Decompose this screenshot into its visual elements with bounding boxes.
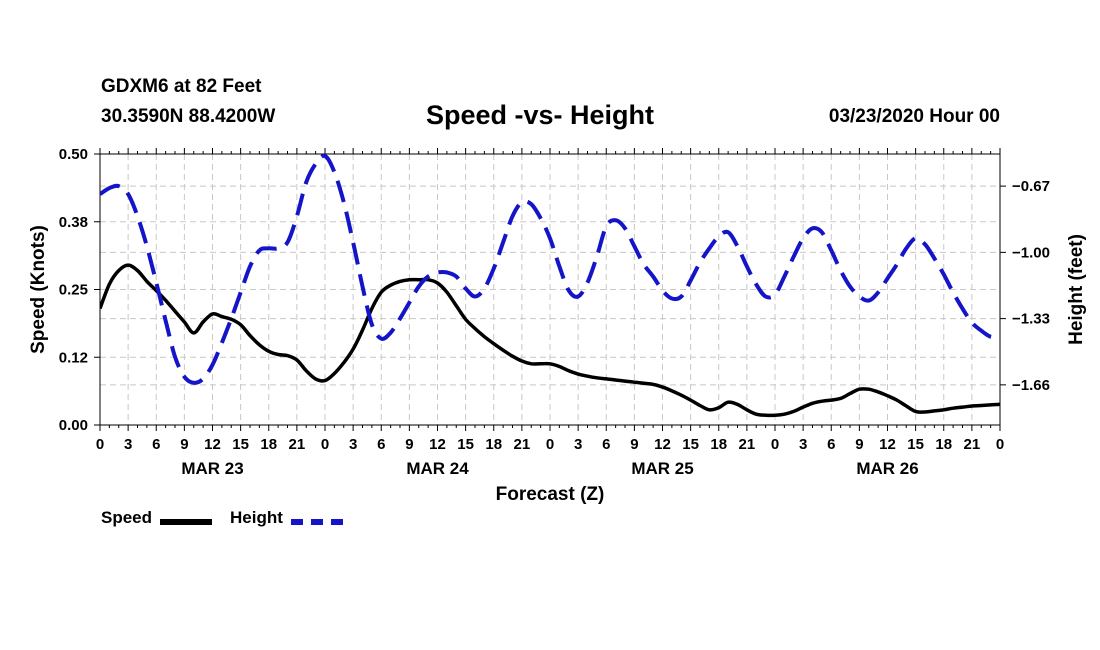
series-line-height (100, 154, 1000, 385)
x-tick-label: 21 (739, 436, 756, 453)
y2-tick-label: −1.66 (1012, 377, 1050, 394)
legend-speed-label: Speed (101, 508, 153, 527)
y2-tick-label: −0.67 (1012, 178, 1050, 195)
x-tick-label: 21 (964, 436, 981, 453)
x-tick-label: 6 (602, 436, 610, 453)
y-axis-title: Speed (Knots) (28, 225, 49, 354)
x-tick-label: 12 (204, 436, 221, 453)
y2-tick-label: −1.33 (1012, 311, 1050, 328)
x-tick-label: 3 (124, 436, 132, 453)
x-tick-label: 15 (907, 436, 924, 453)
x-tick-label: 9 (630, 436, 638, 453)
x-tick-label: 21 (514, 436, 531, 453)
x-tick-label: 0 (771, 436, 779, 453)
x-tick-label: 9 (405, 436, 413, 453)
x-tick-label: 18 (935, 436, 952, 453)
x-tick-label: 0 (546, 436, 554, 453)
y-tick-label: 0.12 (59, 349, 88, 366)
forecast-datetime: 03/23/2020 Hour 00 (828, 106, 1000, 127)
x-tick-label: 12 (654, 436, 671, 453)
x-tick-label: 6 (152, 436, 160, 453)
x-tick-label: 18 (485, 436, 502, 453)
legend-height-swatch (291, 519, 343, 525)
x-tick-label: 15 (232, 436, 249, 453)
date-label: MAR 24 (406, 459, 469, 478)
y-tick-label: 0.25 (59, 282, 88, 299)
x-tick-label: 9 (180, 436, 188, 453)
x-tick-label: 12 (429, 436, 446, 453)
x-tick-label: 15 (682, 436, 699, 453)
y-tick-label: 0.38 (59, 214, 88, 231)
y2-tick-label: −1.00 (1012, 244, 1050, 261)
y2-axis-title: Height (feet) (1066, 234, 1087, 345)
coordinates-label: 30.3590N 88.4200W (101, 106, 276, 127)
x-axis-title: Forecast (Z) (496, 484, 605, 505)
x-tick-label: 6 (377, 436, 385, 453)
x-tick-label: 0 (321, 436, 329, 453)
x-tick-label: 18 (260, 436, 277, 453)
x-tick-label: 3 (574, 436, 582, 453)
x-tick-label: 21 (289, 436, 306, 453)
x-tick-label: 18 (710, 436, 727, 453)
x-tick-label: 15 (457, 436, 474, 453)
x-tick-label: 0 (96, 436, 104, 453)
x-tick-label: 6 (827, 436, 835, 453)
x-tick-label: 3 (349, 436, 357, 453)
date-label: MAR 26 (856, 459, 918, 478)
date-label: MAR 23 (181, 459, 243, 478)
x-tick-label: 0 (996, 436, 1004, 453)
legend-height-label: Height (230, 508, 283, 527)
y-tick-label: 0.50 (59, 146, 88, 163)
legend-speed-swatch (160, 519, 212, 525)
chart-title: Speed -vs- Height (426, 100, 655, 130)
station-label: GDXM6 at 82 Feet (101, 76, 262, 97)
y-tick-label: 0.00 (59, 417, 88, 434)
x-tick-label: 9 (855, 436, 863, 453)
x-tick-label: 12 (879, 436, 896, 453)
x-tick-label: 3 (799, 436, 807, 453)
date-label: MAR 25 (631, 459, 693, 478)
series-line-speed (100, 263, 1000, 418)
